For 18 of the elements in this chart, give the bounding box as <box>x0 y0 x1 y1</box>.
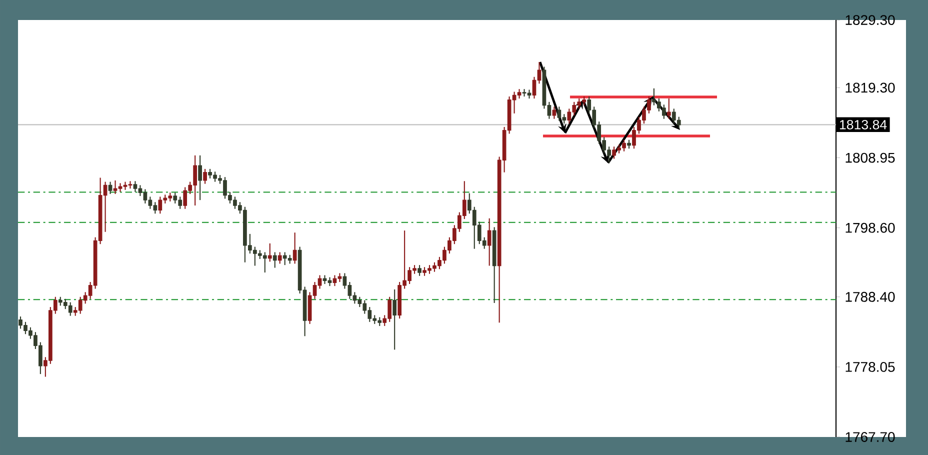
y-tick-label: 1808.95 <box>846 152 895 163</box>
y-tick-label: 1798.60 <box>846 222 895 233</box>
candlestick <box>487 218 492 266</box>
y-tick-label: 1778.05 <box>846 362 895 372</box>
y-tick-label: 1788.40 <box>846 292 895 302</box>
candlestick <box>292 232 297 264</box>
candlestick <box>203 168 207 184</box>
candlestick <box>108 181 112 195</box>
candlestick <box>198 154 202 201</box>
candlestick <box>666 98 671 120</box>
candlestick <box>268 242 272 262</box>
candlestick <box>278 252 282 264</box>
candlestick <box>272 252 277 268</box>
candlestick <box>552 106 556 120</box>
y-tick-label: 1819.30 <box>846 82 895 93</box>
candlestick <box>418 264 422 276</box>
ref-line-label: 1813.84 <box>840 120 887 130</box>
candlestick <box>392 288 397 350</box>
